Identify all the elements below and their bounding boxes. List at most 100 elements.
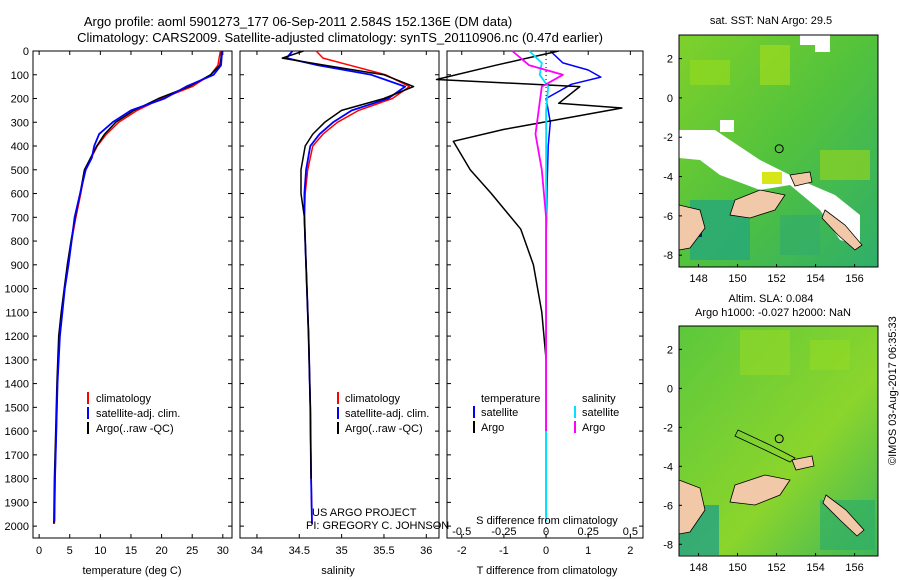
depth-tick-label: 900	[11, 260, 29, 272]
depth-tick-label: 700	[11, 212, 29, 224]
legend-t-satellite-label: satellite	[481, 407, 518, 419]
depth-tick-label: 1800	[5, 474, 29, 486]
map-y-tick-label: -6	[663, 500, 673, 512]
depth-tick-label: 1300	[5, 355, 29, 367]
map-y-tick-label: -4	[663, 461, 673, 473]
difference-plot-frame	[446, 50, 644, 539]
sst-map-title: sat. SST: NaN Argo: 29.5	[710, 15, 832, 27]
temperature-legend: climatology satellite-adj. clim. Argo(..…	[87, 392, 180, 435]
map-x-tick-label: 156	[845, 562, 863, 574]
x-tick-label: 35.5	[373, 545, 394, 557]
difference-x-label: T difference from climatology	[477, 565, 618, 577]
series-line-argo-raw-qc-	[53, 50, 224, 522]
legend-temperature-header: temperature	[481, 393, 540, 405]
sla-land	[822, 494, 865, 537]
temperature-series	[53, 50, 224, 524]
temperature-x-axis: 0 5 10 15 20 25 30	[36, 51, 229, 557]
map-x-tick-label: 148	[689, 562, 707, 574]
map-y-tick-label: -8	[663, 250, 673, 262]
map-x-tick-label: 148	[689, 273, 707, 285]
depth-tick-label: 400	[11, 141, 29, 153]
series-line-s-argo	[511, 50, 564, 432]
sst-nodata	[800, 35, 830, 52]
argo-location-marker	[774, 434, 784, 444]
map-y-tick-label: -2	[663, 132, 673, 144]
map-x-tick-label: 156	[845, 273, 863, 285]
map-y-tick-label: -2	[663, 422, 673, 434]
sla-map	[678, 325, 879, 557]
sst-patch	[690, 60, 730, 85]
map-y-tick-label: -6	[663, 211, 673, 223]
legend-argo-label: Argo(..raw -QC)	[96, 423, 174, 435]
sla-patch	[810, 340, 850, 370]
x-tick-label: 15	[125, 545, 137, 557]
x-tick-label: -2	[457, 545, 467, 557]
depth-tick-label: 1700	[5, 450, 29, 462]
difference-series	[435, 50, 623, 522]
sst-land	[789, 171, 813, 187]
temperature-x-label: temperature (deg C)	[82, 565, 181, 577]
legend-t-argo-label: Argo	[481, 422, 504, 434]
difference-legend: temperature salinity satellite Argo sate…	[473, 393, 619, 434]
sst-map-frame	[678, 34, 879, 268]
s-tick-label: -0.5	[452, 526, 471, 538]
salinity-plot-frame	[239, 50, 440, 539]
legend-s-satellite-label: satellite	[582, 407, 619, 419]
sst-patch	[780, 215, 820, 255]
series-line-t-argo	[435, 50, 623, 432]
sst-map-axes: 148 150 152 154 156 2 0 -2 -4 -6 -8	[663, 54, 864, 285]
series-line-climatology	[303, 50, 411, 524]
legend-s-argo-label: Argo	[582, 422, 605, 434]
x-tick-label: 5	[67, 545, 73, 557]
credit-pi: PI: GREGORY C. JOHNSON	[306, 520, 449, 532]
map-x-tick-label: 150	[728, 562, 746, 574]
credit-project: US ARGO PROJECT	[312, 507, 417, 519]
sla-coastline	[734, 429, 796, 463]
s-tick-label: -0.25	[491, 526, 516, 538]
sst-land	[821, 209, 863, 251]
depth-tick-label: 1400	[5, 379, 29, 391]
legend-climatology-label: climatology	[345, 393, 401, 405]
argo-location-marker	[774, 144, 784, 154]
depth-tick-label: 1900	[5, 497, 29, 509]
salinity-legend: climatology satellite-adj. clim. Argo(..…	[337, 392, 429, 435]
depth-tick-label: 1600	[5, 426, 29, 438]
map-y-tick-label: 2	[667, 344, 673, 356]
map-x-tick-label: 152	[767, 562, 785, 574]
sla-land	[791, 455, 815, 471]
x-tick-label: 30	[217, 545, 229, 557]
map-y-tick-label: -4	[663, 172, 673, 184]
sst-patch	[820, 150, 870, 180]
x-tick-label: 34	[251, 545, 263, 557]
depth-tick-label: 200	[11, 94, 29, 106]
depth-tick-label: 800	[11, 236, 29, 248]
imos-timestamp: ©IMOS 03-Aug-2017 06:35:33	[887, 316, 899, 465]
series-line-climatology	[53, 50, 222, 524]
series-line-argo-raw-qc-	[281, 50, 415, 479]
sla-map-frame	[678, 325, 879, 557]
legend-satellite-label: satellite-adj. clim.	[345, 408, 429, 420]
s-tick-label: 0.25	[577, 526, 598, 538]
sst-land	[729, 189, 786, 219]
map-x-tick-label: 154	[806, 273, 824, 285]
figure-title-line1: Argo profile: aoml 5901273_177 06-Sep-20…	[84, 14, 512, 29]
depth-axis: 0 100 200 300 400 500 600 700 800 900 1000 1100 1200…	[5, 46, 643, 533]
map-y-tick-label: 2	[667, 54, 673, 66]
x-tick-label: 34.5	[289, 545, 310, 557]
series-line-satellite-adj-clim-	[285, 50, 407, 524]
s-tick-label: 0.5	[623, 526, 638, 538]
depth-tick-label: 500	[11, 165, 29, 177]
map-y-tick-label: -8	[663, 539, 673, 551]
x-tick-label: 25	[186, 545, 198, 557]
sst-nodata	[679, 130, 860, 245]
sla-map-title-line2: Argo h1000: -0.027 h2000: NaN	[695, 307, 851, 319]
sst-patch	[760, 45, 790, 85]
difference-top-x-label: S difference from climatology	[476, 515, 618, 527]
temperature-plot-frame	[32, 50, 233, 539]
salinity-x-label: salinity	[321, 565, 355, 577]
salinity-series	[281, 50, 415, 524]
legend-salinity-header: salinity	[582, 393, 616, 405]
